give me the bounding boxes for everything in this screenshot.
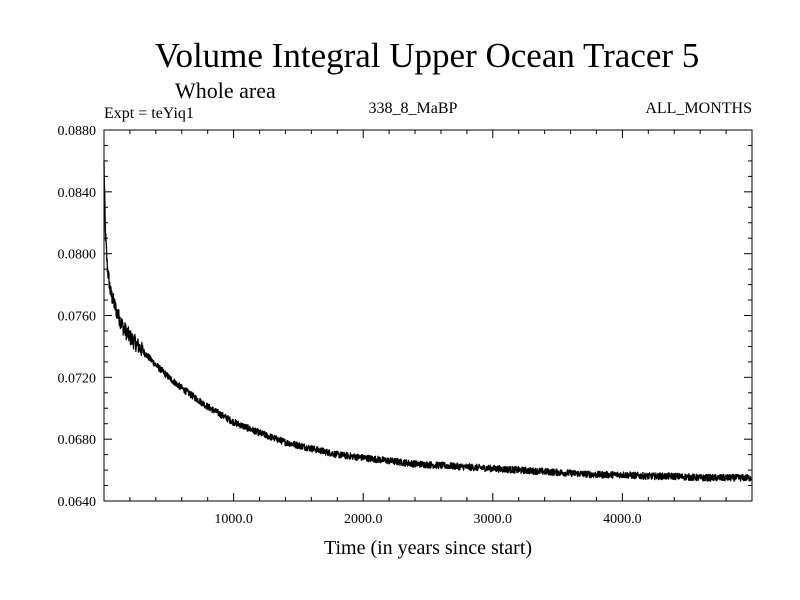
y-tick-label: 0.0720 bbox=[58, 371, 97, 386]
series-group bbox=[103, 161, 753, 482]
x-tick-label: 4000.0 bbox=[603, 512, 642, 527]
y-tick-label: 0.0880 bbox=[58, 124, 97, 139]
experiment-label: Expt = teYiq1 bbox=[104, 105, 194, 122]
chart-title: Volume Integral Upper Ocean Tracer 5 bbox=[155, 36, 700, 75]
y-tick-label: 0.0640 bbox=[58, 495, 97, 510]
x-tick-label: 2000.0 bbox=[344, 512, 383, 527]
y-axis-ticks: 0.0640 0.0680 0.0720 0.0760 0.0800 0.0840 0.08… bbox=[58, 124, 752, 510]
chart-subtitle: Whole area bbox=[175, 78, 276, 103]
plot-frame bbox=[103, 129, 753, 502]
x-axis-ticks: 1000.0 2000.0 3000.0 4000.0 bbox=[129, 130, 727, 527]
x-tick-label: 1000.0 bbox=[214, 512, 253, 527]
x-axis-label: Time (in years since start) bbox=[324, 537, 532, 559]
y-tick-label: 0.0680 bbox=[58, 433, 97, 448]
y-tick-label: 0.0760 bbox=[58, 310, 97, 325]
period-label: 338_8_MaBP bbox=[369, 100, 458, 117]
y-tick-label: 0.0840 bbox=[58, 186, 97, 201]
y-tick-label: 0.0800 bbox=[58, 248, 97, 263]
months-label: ALL_MONTHS bbox=[645, 100, 752, 117]
series-line bbox=[103, 161, 753, 482]
x-tick-label: 3000.0 bbox=[474, 512, 513, 527]
